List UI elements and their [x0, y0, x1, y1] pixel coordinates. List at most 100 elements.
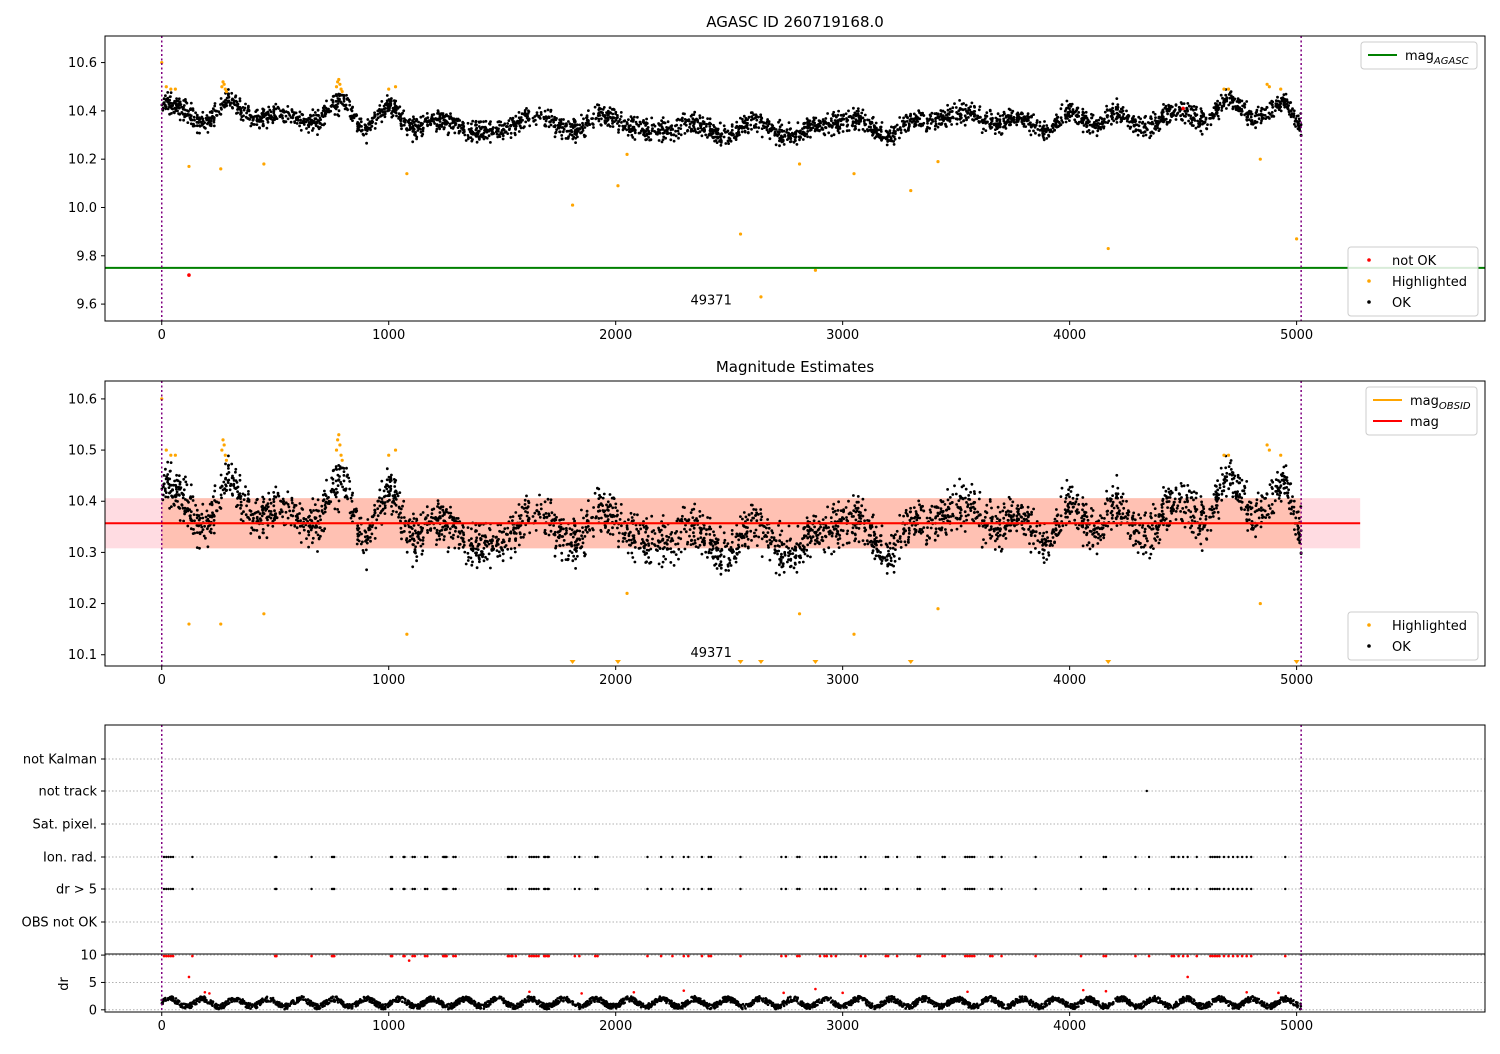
top-ok-point — [274, 103, 277, 106]
top-ok-point — [898, 116, 901, 119]
top-ok-point — [414, 134, 417, 137]
mid-ok-point — [1218, 517, 1221, 520]
top-ok-point — [1278, 108, 1281, 111]
top-highlighted-point — [1279, 88, 1282, 91]
top-ok-point — [1032, 130, 1035, 133]
mid-ok-point — [715, 537, 718, 540]
top-ok-point — [894, 138, 897, 141]
top-ok-point — [699, 117, 702, 120]
mid-ok-point — [684, 548, 687, 551]
top-highlighted-point — [165, 85, 168, 88]
top-ok-point — [571, 138, 574, 141]
top-ok-point — [170, 112, 173, 115]
mid-ok-point — [960, 525, 963, 528]
top-ok-point — [231, 106, 234, 109]
top-ok-point — [1001, 114, 1004, 117]
mid-ok-point — [821, 536, 824, 539]
mid-ok-point — [586, 510, 589, 513]
top-ok-point — [842, 118, 845, 121]
top-ok-point — [879, 126, 882, 129]
top-ok-point — [648, 139, 651, 142]
mid-ok-point — [1185, 506, 1188, 509]
top-ok-point — [377, 109, 380, 112]
mid-ok-point — [1274, 499, 1277, 502]
top-ok-point — [303, 118, 306, 121]
mid-ok-point — [1139, 517, 1142, 520]
top-ok-point — [380, 100, 383, 103]
top-ok-point — [1127, 125, 1130, 128]
top-ok-point — [483, 129, 486, 132]
top-ok-point — [1195, 108, 1198, 111]
mid-ok-point — [565, 529, 568, 532]
mid-ok-point — [322, 512, 325, 515]
top-ok-point — [777, 130, 780, 133]
top-ok-point — [846, 125, 849, 128]
top-ok-point — [548, 116, 551, 119]
top-ok-point — [944, 124, 947, 127]
mid-ok-point — [615, 520, 618, 523]
top-ok-point — [1055, 113, 1058, 116]
top-ok-point — [461, 127, 464, 130]
top-ok-point — [1064, 117, 1067, 120]
top-ok-point — [1196, 120, 1199, 123]
mid-ok-point — [1208, 508, 1211, 511]
top-ok-point — [1252, 123, 1255, 126]
top-ok-point — [847, 110, 850, 113]
mid-ok-point — [645, 552, 648, 555]
mid-ok-point — [548, 514, 551, 517]
top-ok-point — [286, 105, 289, 108]
top-ok-point — [1126, 115, 1129, 118]
top-ok-point — [186, 109, 189, 112]
top-ok-point — [349, 115, 352, 118]
top-ok-point — [1120, 118, 1123, 121]
top-ok-point — [356, 123, 359, 126]
top-highlighted-point — [909, 189, 912, 192]
top-ok-point — [561, 137, 564, 140]
mid-ok-point — [465, 563, 468, 566]
mid-ok-point — [1276, 471, 1279, 474]
top-ok-point — [182, 106, 185, 109]
top-ok-point — [634, 138, 637, 141]
top-ok-point — [1133, 125, 1136, 128]
top-ok-point — [802, 138, 805, 141]
mid-ok-point — [727, 542, 730, 545]
top-ok-point — [604, 122, 607, 125]
top-ok-point — [1200, 120, 1203, 123]
top-ok-point — [474, 123, 477, 126]
mid-ok-point — [862, 498, 865, 501]
top-ok-point — [543, 117, 546, 120]
mid-ok-point — [654, 544, 657, 547]
mid-ok-point — [394, 481, 397, 484]
mid-ok-point — [1015, 530, 1018, 533]
mid-ok-point — [1132, 515, 1135, 518]
top-ok-point — [809, 129, 812, 132]
top-ok-point — [235, 103, 238, 106]
top-highlighted-point — [798, 162, 801, 165]
mid-ok-point — [1027, 506, 1030, 509]
top-ok-point — [712, 131, 715, 134]
mid-ok-point — [227, 467, 230, 470]
top-ok-point — [300, 129, 303, 132]
top-ok-point — [1218, 118, 1221, 121]
mid-ok-point — [598, 494, 601, 497]
top-ok-point — [1271, 106, 1274, 109]
top-ok-point — [524, 121, 527, 124]
top-ok-point — [848, 129, 851, 132]
top-lower-legend-marker — [1367, 300, 1371, 304]
top-ok-point — [917, 109, 920, 112]
top-ok-point — [935, 123, 938, 126]
top-ok-point — [445, 120, 448, 123]
top-ok-point — [580, 131, 583, 134]
top-ok-point — [312, 127, 315, 130]
mid-ok-point — [164, 468, 167, 471]
top-ok-point — [499, 121, 502, 124]
top-ok-point — [1229, 101, 1232, 104]
top-ok-point — [852, 120, 855, 123]
top-ok-point — [243, 109, 246, 112]
top-ok-point — [1178, 108, 1181, 111]
mid-ok-point — [1002, 517, 1005, 520]
top-ok-point — [1092, 114, 1095, 117]
top-ok-point — [420, 131, 423, 134]
top-ok-point — [663, 129, 666, 132]
